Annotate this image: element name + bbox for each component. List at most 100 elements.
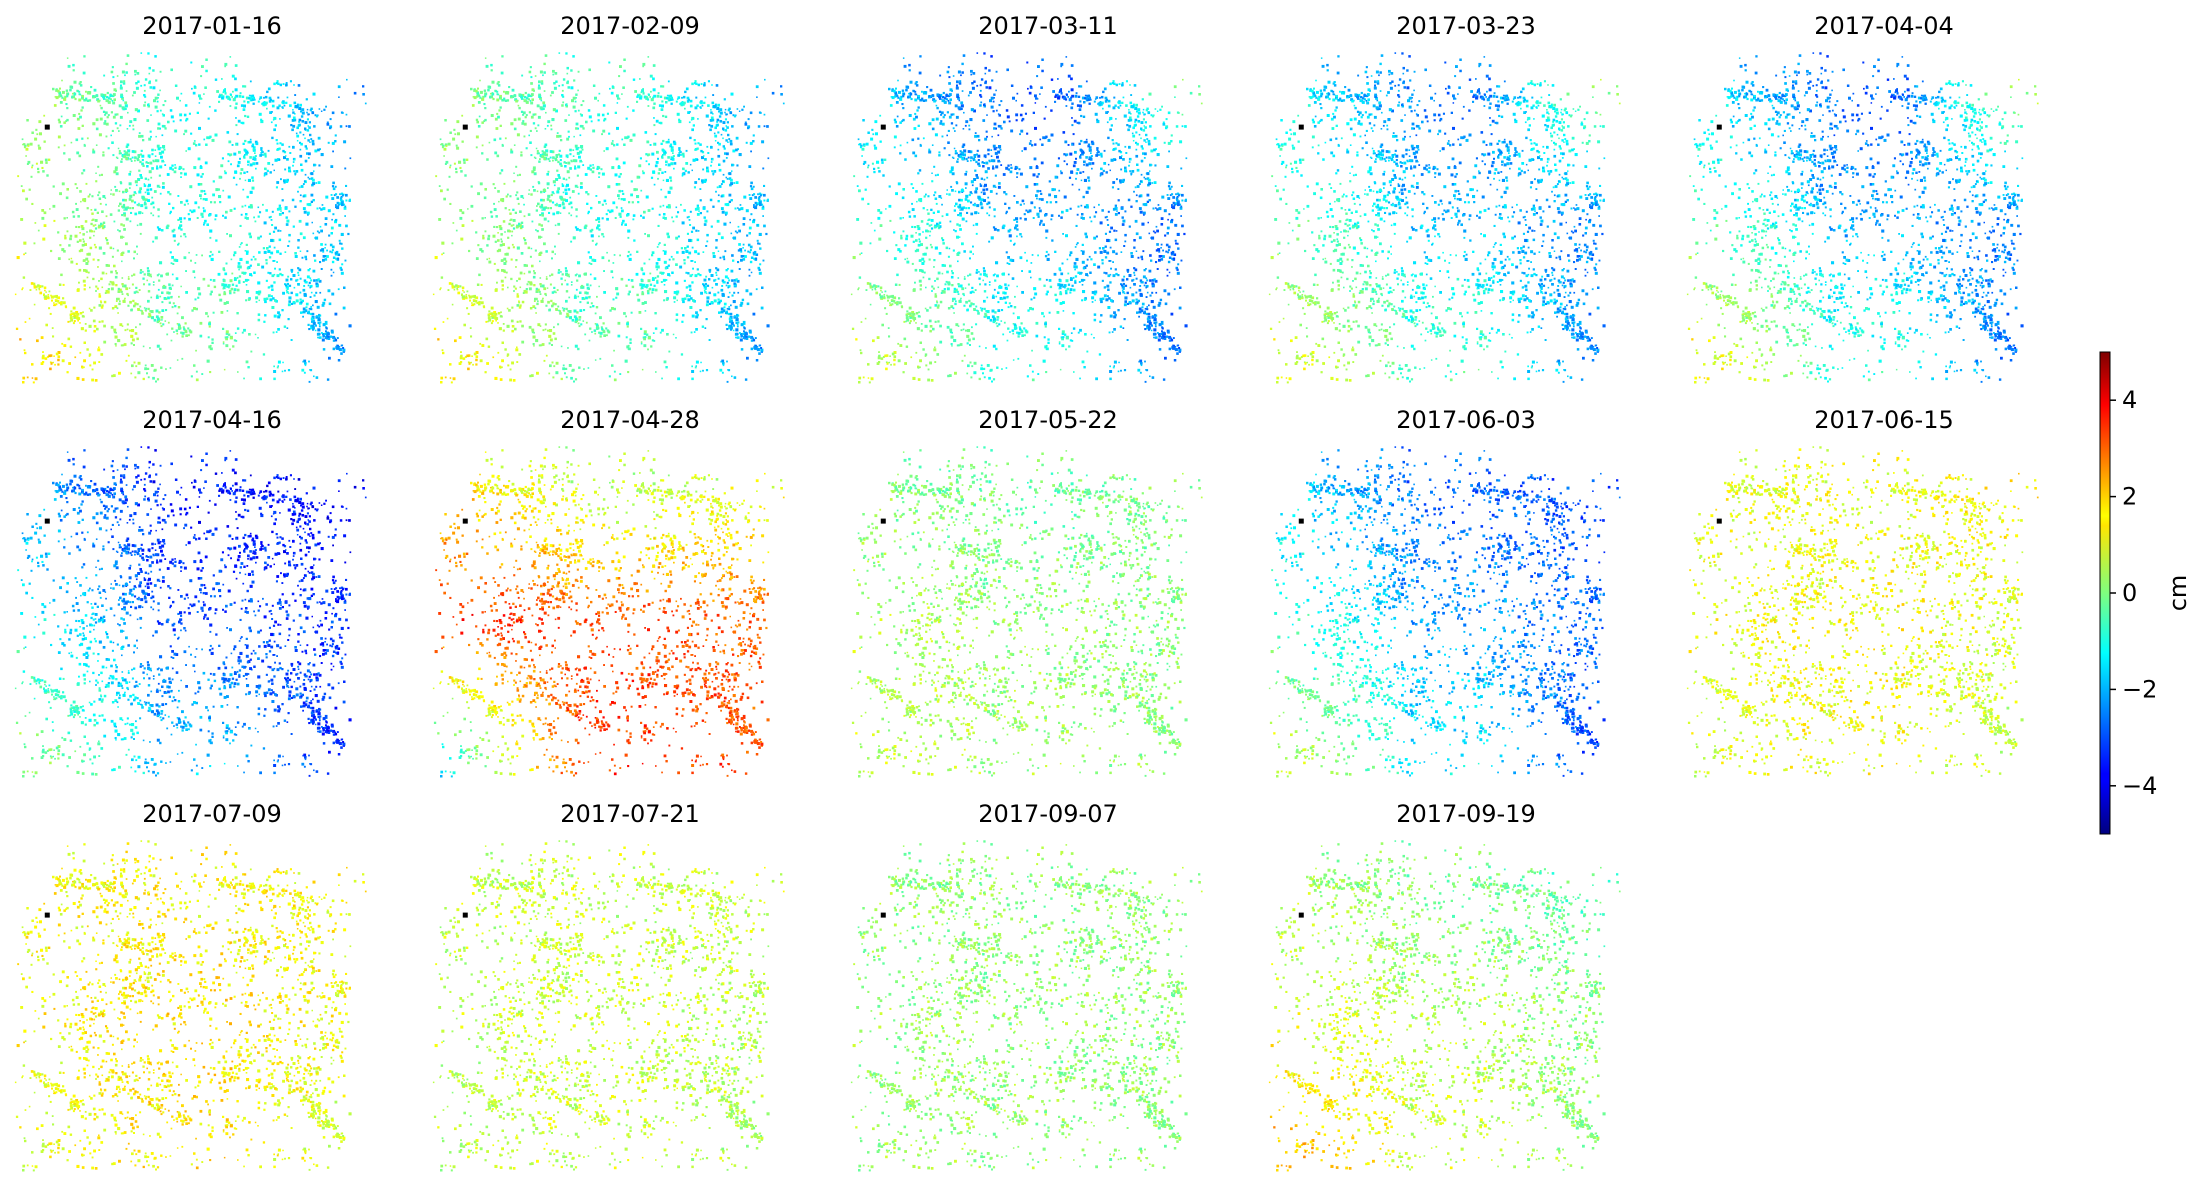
data-point — [159, 90, 161, 92]
data-point — [134, 251, 137, 254]
data-point — [100, 118, 103, 121]
data-point — [34, 283, 36, 285]
data-point — [265, 96, 268, 99]
data-point — [185, 270, 187, 272]
data-point — [134, 302, 136, 304]
data-point — [260, 147, 262, 149]
data-point — [314, 237, 316, 239]
data-point — [271, 137, 273, 139]
data-point — [145, 206, 148, 209]
data-point — [167, 225, 169, 227]
data-point — [162, 125, 165, 128]
data-point — [159, 348, 161, 350]
data-point — [346, 79, 348, 81]
data-point — [20, 218, 23, 221]
data-point — [204, 86, 207, 89]
data-point — [324, 299, 326, 301]
data-point — [141, 312, 144, 315]
data-point — [79, 83, 81, 85]
data-point — [48, 159, 50, 161]
data-point — [255, 334, 256, 336]
data-point — [76, 152, 79, 155]
data-point — [150, 212, 152, 214]
data-point — [171, 165, 173, 167]
data-point — [180, 228, 182, 230]
data-point — [273, 83, 276, 86]
data-point — [296, 170, 299, 173]
data-point — [53, 220, 55, 222]
data-point — [297, 239, 300, 242]
data-point — [56, 353, 59, 356]
data-point — [29, 318, 31, 320]
data-point — [32, 165, 34, 167]
data-point — [215, 134, 218, 137]
data-point — [325, 217, 328, 220]
data-point — [234, 107, 237, 110]
data-point — [327, 378, 329, 380]
data-point — [142, 159, 144, 161]
data-point — [149, 81, 151, 83]
data-point — [223, 280, 225, 282]
data-point — [193, 92, 196, 95]
data-point — [304, 256, 307, 259]
data-point — [60, 274, 63, 277]
data-point — [239, 275, 241, 277]
data-point — [305, 160, 308, 163]
data-point — [320, 230, 323, 233]
data-point — [176, 277, 179, 280]
data-point — [274, 315, 277, 318]
data-point — [266, 247, 269, 250]
data-point — [159, 296, 161, 298]
data-point — [140, 269, 142, 271]
data-point — [157, 94, 159, 96]
data-point — [230, 336, 233, 339]
data-point — [272, 100, 275, 103]
data-point — [247, 164, 249, 166]
data-point — [45, 162, 47, 164]
data-point — [76, 377, 79, 380]
data-point — [281, 188, 283, 190]
data-point — [269, 216, 271, 218]
data-point — [285, 102, 287, 104]
data-point — [188, 334, 190, 336]
data-point — [308, 361, 310, 363]
data-point — [187, 203, 189, 205]
data-point — [127, 112, 129, 114]
data-point — [332, 261, 334, 263]
data-point — [250, 163, 253, 166]
data-point — [179, 100, 181, 102]
data-point — [297, 247, 299, 249]
data-point — [264, 221, 267, 224]
data-point — [196, 371, 198, 373]
data-point — [314, 260, 316, 262]
data-point — [167, 121, 170, 124]
data-point — [96, 144, 98, 146]
data-point — [174, 130, 177, 133]
data-point — [92, 369, 94, 371]
data-point — [256, 162, 259, 165]
data-point — [148, 179, 150, 181]
data-point — [209, 255, 211, 257]
data-point — [122, 71, 125, 74]
data-point — [198, 127, 201, 130]
data-point — [151, 167, 154, 170]
data-point — [198, 293, 201, 296]
data-point — [307, 109, 309, 111]
data-point — [57, 363, 59, 365]
data-point — [329, 303, 332, 306]
data-point — [177, 313, 179, 315]
data-point — [59, 192, 62, 195]
data-point — [332, 213, 334, 215]
data-point — [279, 142, 281, 144]
data-point — [306, 148, 308, 150]
data-point — [113, 265, 116, 268]
data-point — [142, 139, 144, 141]
data-point — [256, 291, 259, 294]
data-point — [261, 266, 264, 269]
data-point — [139, 161, 141, 163]
data-point — [160, 367, 162, 369]
data-point — [118, 148, 120, 150]
data-point — [305, 145, 307, 147]
data-point — [171, 262, 173, 264]
data-point — [270, 252, 273, 255]
